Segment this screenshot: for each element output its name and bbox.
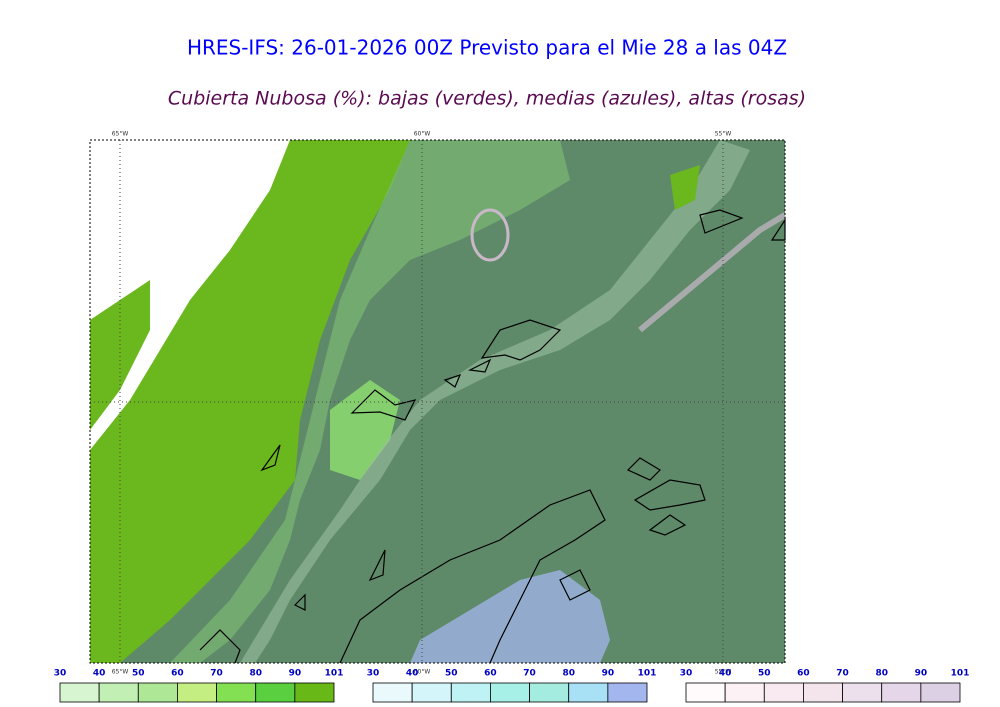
colorbar-swatch <box>881 682 922 703</box>
colorbar-label: 80 <box>249 669 262 679</box>
map: 65°W 60°W 55°W 65°W 60°W 55°W <box>89 131 787 676</box>
longitude-label: 55°W <box>715 131 732 138</box>
colorbar-swatch <box>568 682 609 703</box>
colorbar-swatch <box>607 682 648 703</box>
colorbar-swatch <box>98 682 139 703</box>
longitude-label: 60°W <box>414 669 431 676</box>
colorbar-swatch <box>216 682 257 703</box>
colorbar-label: 30 <box>680 669 693 679</box>
mid-cloud-area <box>410 570 610 663</box>
colorbar-swatch <box>529 682 570 703</box>
colorbar-label: 101 <box>638 669 657 679</box>
colorbar-swatch <box>450 682 491 703</box>
low-cloud-area <box>330 380 400 480</box>
subtitle: Cubierta Nubosa (%): bajas (verdes), med… <box>168 88 806 110</box>
colorbar-label: 90 <box>289 669 302 679</box>
colorbar-swatch <box>842 682 883 703</box>
low-cloud-area <box>90 280 150 430</box>
map-frame <box>89 139 786 664</box>
colorbar-label: 40 <box>719 669 732 679</box>
colorbar-label: 30 <box>367 669 380 679</box>
high-cloud-contour <box>638 212 787 333</box>
title: HRES-IFS: 26-01-2026 00Z Previsto para e… <box>187 36 787 60</box>
low-cloud-band <box>170 140 570 663</box>
colorbar-swatch <box>490 682 530 703</box>
longitude-label: 60°W <box>414 131 431 138</box>
colorbar-swatch <box>255 682 296 703</box>
colorbar-swatch <box>137 682 178 703</box>
colorbar-label: 40 <box>406 669 419 679</box>
colorbar-label: 60 <box>797 669 810 679</box>
colorbar-swatch <box>724 682 765 703</box>
coastline <box>199 209 786 664</box>
colorbar-label: 101 <box>325 669 344 679</box>
colorbar-swatch <box>59 682 100 703</box>
colorbar-label: 90 <box>602 669 615 679</box>
colorbar-swatch <box>294 682 335 703</box>
colorbar-label: 30 <box>54 669 67 679</box>
cloud-band <box>240 140 750 663</box>
colorbar-swatch <box>763 682 804 703</box>
colorbar-label: 60 <box>171 669 184 679</box>
longitude-label: 65°W <box>112 669 129 676</box>
colorbar-label: 80 <box>562 669 575 679</box>
colorbar-swatch <box>803 682 843 703</box>
colorbar-label: 40 <box>93 669 106 679</box>
colorbar-swatch <box>372 682 413 703</box>
colorbar-label: 50 <box>758 669 771 679</box>
high-cloud-contour <box>470 208 510 262</box>
low-cloud-area <box>670 165 700 210</box>
colorbar-label: 70 <box>210 669 223 679</box>
colorbar-label: 80 <box>875 669 888 679</box>
colorbar-label: 70 <box>836 669 849 679</box>
colorbar-label: 70 <box>523 669 536 679</box>
colorbar-swatch <box>177 682 217 703</box>
colorbar-label: 50 <box>132 669 145 679</box>
colorbar-label: 90 <box>915 669 928 679</box>
colorbar-label: 50 <box>445 669 458 679</box>
longitude-label: 65°W <box>112 131 129 138</box>
colorbar-swatch <box>411 682 452 703</box>
longitude-label: 55°W <box>715 669 732 676</box>
clear-area <box>90 140 290 450</box>
colorbar-label: 101 <box>951 669 970 679</box>
colorbars: 30 40 50 60 70 80 90 101 30 40 50 60 70 80 90 101 30 40 50… <box>54 669 970 703</box>
colorbar-label: 60 <box>484 669 497 679</box>
colorbar-swatch <box>685 682 726 703</box>
colorbar-swatch <box>920 682 961 703</box>
